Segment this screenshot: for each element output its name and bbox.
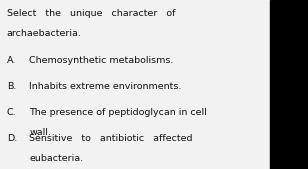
Text: B.: B. (7, 82, 16, 91)
Text: C.: C. (7, 108, 16, 117)
Bar (270, 0, 308, 169)
Text: A.: A. (7, 56, 16, 65)
Text: D.: D. (7, 134, 17, 143)
Text: wall.: wall. (29, 128, 51, 137)
Text: Chemosynthetic metabolisms.: Chemosynthetic metabolisms. (29, 56, 174, 65)
Text: Select   the   unique   character   of: Select the unique character of (7, 9, 175, 18)
Text: The presence of peptidoglycan in cell: The presence of peptidoglycan in cell (29, 108, 207, 117)
Text: archaebacteria.: archaebacteria. (7, 29, 82, 38)
Text: eubacteria.: eubacteria. (29, 154, 83, 163)
Text: Sensitive   to   antibiotic   affected: Sensitive to antibiotic affected (29, 134, 193, 143)
Text: Inhabits extreme environments.: Inhabits extreme environments. (29, 82, 182, 91)
